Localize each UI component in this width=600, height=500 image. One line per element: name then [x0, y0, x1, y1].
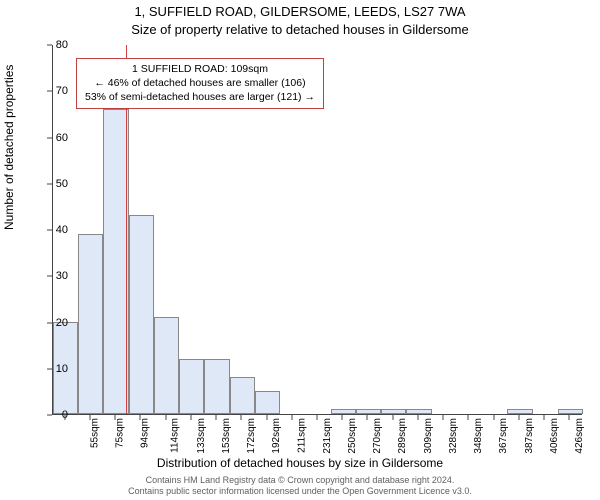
y-tick-mark [47, 137, 52, 138]
x-tick-mark [241, 415, 242, 420]
y-tick-label: 20 [38, 317, 68, 329]
x-tick-label: 94sqm [140, 418, 151, 448]
histogram-bar [507, 409, 532, 414]
y-tick-label: 80 [38, 39, 68, 51]
y-tick-label: 10 [38, 363, 68, 375]
x-tick-mark [165, 415, 166, 420]
x-tick-mark [216, 415, 217, 420]
x-tick-mark [392, 415, 393, 420]
x-tick-mark [89, 415, 90, 420]
histogram-bar [154, 317, 179, 414]
y-tick-mark [47, 45, 52, 46]
x-tick-mark [115, 415, 116, 420]
y-tick-mark [47, 230, 52, 231]
x-tick-mark [443, 415, 444, 420]
x-tick-label: 172sqm [246, 418, 257, 454]
x-tick-label: 75sqm [114, 418, 125, 448]
x-tick-label: 153sqm [221, 418, 232, 454]
x-tick-label: 114sqm [170, 418, 181, 453]
x-tick-mark [266, 415, 267, 420]
x-tick-label: 289sqm [398, 418, 409, 454]
attribution-line2: Contains public sector information licen… [0, 486, 600, 497]
x-tick-mark [291, 415, 292, 420]
annotation-box: 1 SUFFIELD ROAD: 109sqm ← 46% of detache… [76, 58, 324, 109]
y-tick-mark [47, 415, 52, 416]
y-tick-label: 60 [38, 132, 68, 144]
chart-container: 1, SUFFIELD ROAD, GILDERSOME, LEEDS, LS2… [0, 0, 600, 500]
annotation-line2: ← 46% of detached houses are smaller (10… [85, 76, 315, 90]
chart-title-line1: 1, SUFFIELD ROAD, GILDERSOME, LEEDS, LS2… [0, 4, 600, 19]
x-tick-mark [468, 415, 469, 420]
histogram-bar [381, 409, 406, 414]
y-tick-label: 50 [38, 178, 68, 190]
x-tick-label: 387sqm [524, 418, 535, 454]
x-tick-mark [518, 415, 519, 420]
attribution: Contains HM Land Registry data © Crown c… [0, 475, 600, 497]
histogram-bar [230, 377, 255, 414]
x-tick-mark [569, 415, 570, 420]
x-tick-label: 348sqm [473, 418, 484, 454]
histogram-bar [255, 391, 280, 414]
x-tick-mark [64, 415, 65, 420]
x-tick-mark [367, 415, 368, 420]
histogram-bar [356, 409, 381, 414]
x-tick-label: 309sqm [423, 418, 434, 454]
y-tick-label: 30 [38, 270, 68, 282]
x-tick-mark [342, 415, 343, 420]
histogram-bar [331, 409, 356, 414]
y-tick-mark [47, 322, 52, 323]
x-tick-label: 426sqm [574, 418, 585, 454]
annotation-line1: 1 SUFFIELD ROAD: 109sqm [85, 62, 315, 76]
y-axis-label: Number of detached properties [2, 65, 16, 230]
x-axis-label: Distribution of detached houses by size … [0, 456, 600, 470]
histogram-bar [558, 409, 583, 414]
x-tick-label: 192sqm [271, 418, 282, 454]
x-tick-mark [190, 415, 191, 420]
attribution-line1: Contains HM Land Registry data © Crown c… [0, 475, 600, 486]
x-tick-label: 211sqm [296, 418, 307, 453]
y-tick-mark [47, 183, 52, 184]
histogram-bar [179, 359, 204, 415]
y-tick-mark [47, 91, 52, 92]
x-tick-label: 231sqm [322, 418, 333, 454]
x-tick-mark [493, 415, 494, 420]
y-tick-mark [47, 368, 52, 369]
x-tick-mark [417, 415, 418, 420]
y-tick-label: 40 [38, 224, 68, 236]
x-tick-mark [317, 415, 318, 420]
x-tick-mark [140, 415, 141, 420]
x-tick-label: 328sqm [448, 418, 459, 454]
annotation-line3: 53% of semi-detached houses are larger (… [85, 90, 315, 104]
x-tick-mark [544, 415, 545, 420]
histogram-bar [78, 234, 103, 414]
x-tick-label: 406sqm [549, 418, 560, 454]
x-tick-label: 133sqm [196, 418, 207, 454]
y-tick-mark [47, 276, 52, 277]
histogram-bar [103, 109, 128, 414]
x-tick-label: 250sqm [347, 418, 358, 454]
y-tick-label: 70 [38, 85, 68, 97]
x-tick-label: 270sqm [372, 418, 383, 454]
histogram-bar [204, 359, 229, 415]
histogram-bar [406, 409, 431, 414]
x-tick-label: 55sqm [89, 418, 100, 448]
histogram-bar [129, 215, 154, 414]
x-tick-label: 367sqm [499, 418, 510, 454]
chart-title-line2: Size of property relative to detached ho… [0, 22, 600, 37]
